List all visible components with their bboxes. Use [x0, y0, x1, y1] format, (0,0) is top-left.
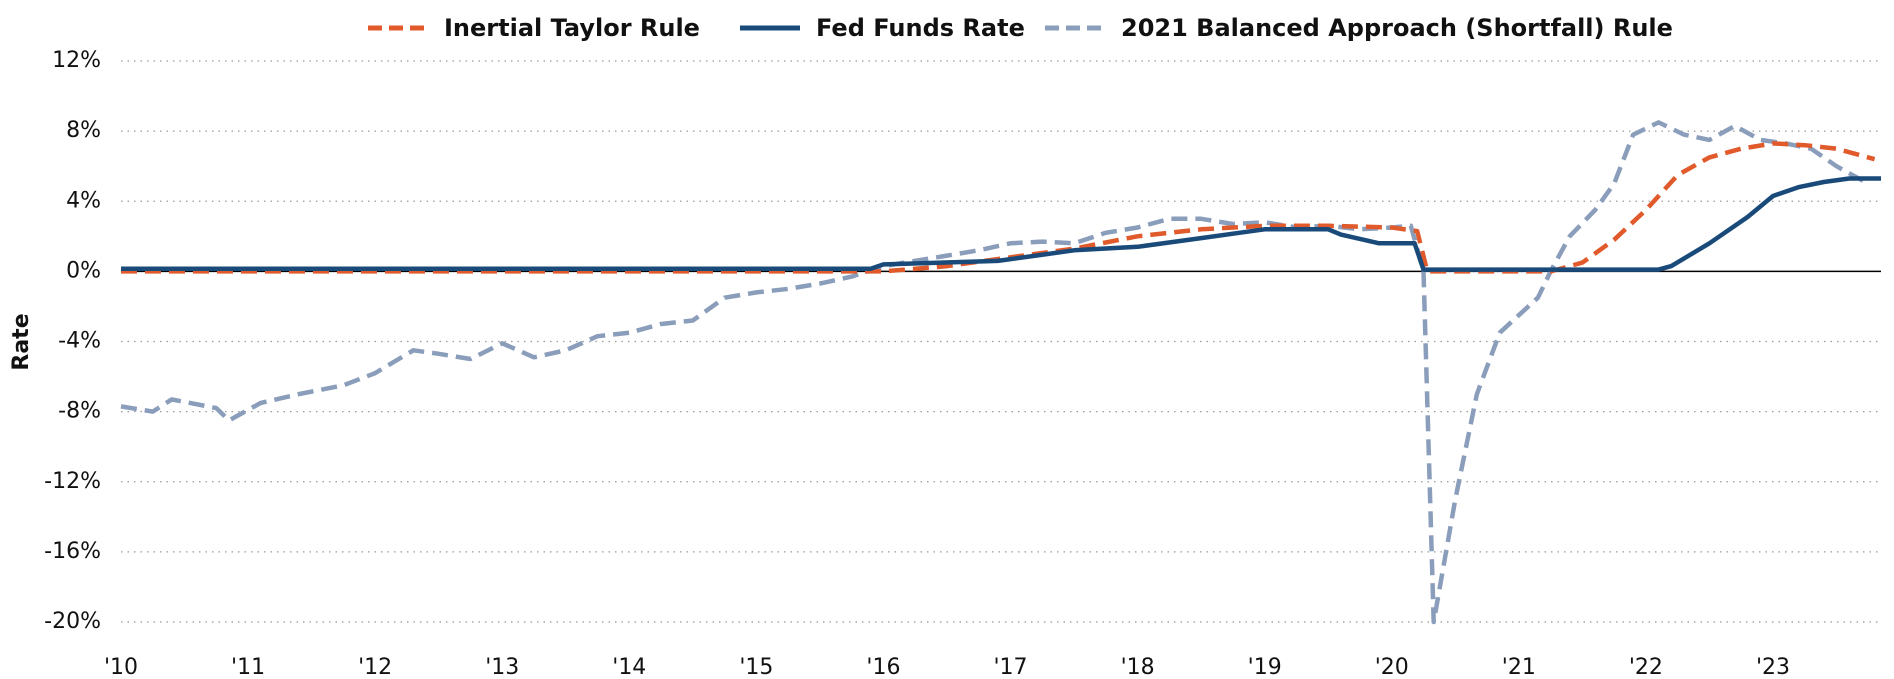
series-line: [120, 120, 1870, 625]
y-tick-label: 12%: [52, 48, 101, 73]
x-tick-label: '15: [739, 655, 773, 679]
y-tick-label: -16%: [44, 539, 101, 564]
y-tick-label: 0%: [66, 258, 101, 283]
series-line: [121, 141, 1876, 274]
y-tick-label: -12%: [44, 469, 101, 494]
series-line: [121, 176, 1881, 272]
legend-label: 2021 Balanced Approach (Shortfall) Rule: [1121, 14, 1673, 42]
x-tick-label: '22: [1629, 655, 1663, 679]
x-tick-label: '16: [866, 655, 900, 679]
x-tick-label: '21: [1502, 655, 1536, 679]
x-tick-label: '14: [612, 655, 646, 679]
y-axis-label: Rate: [9, 313, 34, 370]
x-tick-label: '13: [485, 655, 519, 679]
y-tick-label: -8%: [58, 399, 101, 424]
y-tick-label: 8%: [66, 118, 101, 143]
legend-label: Fed Funds Rate: [816, 14, 1025, 42]
x-tick-label: '17: [994, 655, 1028, 679]
y-tick-label: 4%: [66, 188, 101, 213]
y-tick-label: -4%: [58, 329, 101, 354]
x-tick-label: '19: [1248, 655, 1282, 679]
y-tick-label: -20%: [44, 609, 101, 634]
x-tick-label: '11: [231, 655, 265, 679]
x-tick-label: '18: [1121, 655, 1155, 679]
x-tick-label: '10: [104, 655, 138, 679]
x-tick-label: '12: [358, 655, 392, 679]
x-tick-label: '20: [1375, 655, 1409, 679]
x-tick-label: '23: [1756, 655, 1790, 679]
legend-label: Inertial Taylor Rule: [444, 14, 700, 42]
